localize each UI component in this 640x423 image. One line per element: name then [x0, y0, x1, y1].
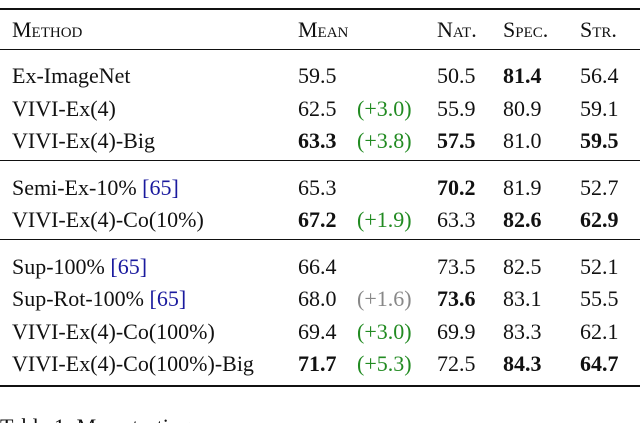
spec-cell: 80.9: [503, 95, 542, 121]
method-cell: Sup-Rot-100% [65]: [12, 286, 187, 311]
nat-cell: 55.9: [437, 95, 476, 121]
nat-cell: 63.3: [437, 207, 476, 232]
str-cell: 59.5: [580, 128, 619, 153]
nat-cell: 73.5: [437, 253, 476, 279]
method-cell: Semi-Ex-10% [65]: [12, 174, 179, 200]
delta-cell: (+1.9): [357, 207, 412, 232]
rule: [0, 238, 640, 240]
spec-cell: 82.5: [503, 253, 542, 279]
spec-cell: 84.3: [503, 351, 542, 376]
method-cell: VIVI-Ex(4)-Co(10%): [12, 207, 204, 232]
method-cell: VIVI-Ex(4)-Co(100%): [12, 318, 215, 344]
str-cell: 56.4: [580, 63, 619, 88]
str-cell: 59.1: [580, 95, 619, 121]
header-cell: Str.: [580, 17, 617, 42]
header-cell: Method: [12, 17, 83, 42]
header-cell: Spec.: [503, 17, 549, 42]
str-cell: 64.7: [580, 351, 619, 376]
rule: [0, 159, 640, 161]
nat-cell: 50.5: [437, 63, 476, 88]
spec-cell: 83.1: [503, 286, 542, 311]
method-cell: Sup-100% [65]: [12, 253, 148, 279]
spec-cell: 81.9: [503, 174, 542, 200]
mean-cell: 68.0: [298, 286, 337, 311]
caption: Table 1: Mean testing accuracy: [0, 414, 275, 423]
mean-cell: 59.5: [298, 63, 337, 88]
spec-cell: 83.3: [503, 318, 542, 344]
delta-cell: (+1.6): [357, 286, 412, 311]
str-cell: 52.1: [580, 253, 619, 279]
nat-cell: 57.5: [437, 128, 476, 153]
delta-cell: (+5.3): [357, 351, 412, 376]
delta-cell: (+3.8): [357, 128, 412, 153]
mean-cell: 66.4: [298, 253, 337, 279]
citation: [65]: [149, 286, 187, 311]
mean-cell: 67.2: [298, 207, 337, 232]
mean-cell: 69.4: [298, 318, 337, 344]
str-cell: 55.5: [580, 286, 619, 311]
method-cell: VIVI-Ex(4): [12, 95, 116, 121]
mean-cell: 63.3: [298, 128, 337, 153]
str-cell: 52.7: [580, 174, 619, 200]
spec-cell: 82.6: [503, 207, 542, 232]
rule: [0, 384, 640, 387]
nat-cell: 72.5: [437, 351, 476, 376]
spec-cell: 81.0: [503, 128, 542, 153]
nat-cell: 69.9: [437, 318, 476, 344]
method-cell: VIVI-Ex(4)-Big: [12, 128, 155, 153]
nat-cell: 70.2: [437, 174, 476, 200]
mean-cell: 62.5: [298, 95, 337, 121]
method-cell: Ex-ImageNet: [12, 63, 131, 88]
str-cell: 62.9: [580, 207, 619, 232]
delta-cell: (+3.0): [357, 95, 412, 121]
method-cell: VIVI-Ex(4)-Co(100%)-Big: [12, 351, 254, 376]
mean-cell: 71.7: [298, 351, 337, 376]
rule: [0, 49, 640, 50]
nat-cell: 73.6: [437, 286, 476, 311]
mean-cell: 65.3: [298, 174, 337, 200]
citation: [65]: [142, 174, 179, 200]
header-cell: Nat.: [437, 17, 477, 42]
citation: [65]: [110, 253, 148, 279]
delta-cell: (+3.0): [357, 318, 412, 344]
str-cell: 62.1: [580, 318, 619, 344]
rule: [0, 8, 640, 10]
spec-cell: 81.4: [503, 63, 542, 88]
header-cell: Mean: [298, 17, 349, 42]
